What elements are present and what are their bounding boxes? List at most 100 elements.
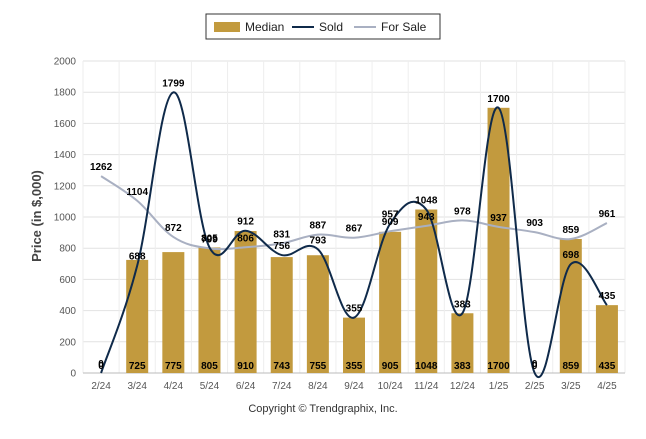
bar-value-label: 905 bbox=[382, 361, 399, 372]
bar-value-label: 435 bbox=[599, 361, 616, 372]
x-tick-label: 2/25 bbox=[525, 381, 545, 392]
sold-value-label: 793 bbox=[310, 235, 327, 246]
sold-value-label: 1700 bbox=[487, 94, 510, 105]
sold-value-label: 0 bbox=[532, 359, 538, 370]
sold-value-label: 435 bbox=[599, 291, 616, 302]
x-tick-label: 4/24 bbox=[164, 381, 184, 392]
sold-value-label: 688 bbox=[129, 252, 146, 263]
for-sale-value-label: 909 bbox=[382, 217, 399, 228]
gridlines bbox=[82, 60, 626, 374]
x-tick-label: 3/24 bbox=[127, 381, 147, 392]
sold-value-label: 355 bbox=[346, 304, 363, 315]
bar-value-label: 910 bbox=[237, 361, 254, 372]
legend: Median Sold For Sale bbox=[205, 13, 441, 40]
for-sale-value-label: 903 bbox=[526, 218, 543, 229]
x-tick-label: 10/24 bbox=[378, 381, 403, 392]
for-sale-value-label: 978 bbox=[454, 206, 471, 217]
median-bar bbox=[198, 247, 221, 373]
bar-value-label: 743 bbox=[273, 361, 290, 372]
y-tick-label: 1600 bbox=[54, 119, 77, 130]
y-tick-label: 800 bbox=[59, 244, 76, 255]
median-bar bbox=[126, 259, 149, 373]
legend-label-median: Median bbox=[245, 20, 284, 34]
legend-swatch-median bbox=[214, 22, 240, 32]
y-tick-label: 400 bbox=[59, 306, 76, 317]
median-bars bbox=[126, 107, 618, 374]
bar-value-label: 725 bbox=[129, 361, 146, 372]
x-axis: 2/24 3/24 4/24 5/24 6/24 7/24 8/24 9/24 10/24 11/… bbox=[91, 381, 617, 392]
for-sale-line bbox=[100, 175, 608, 251]
median-bar bbox=[379, 231, 402, 373]
for-sale-value-label: 872 bbox=[165, 223, 182, 234]
bar-value-label: 0 bbox=[532, 361, 538, 372]
for-sale-value-label: 806 bbox=[237, 233, 254, 244]
bar-value-label: 0 bbox=[98, 361, 104, 372]
x-tick-label: 9/24 bbox=[344, 381, 364, 392]
for-sale-value-label: 1262 bbox=[90, 162, 113, 173]
for-sale-value-label: 867 bbox=[346, 224, 363, 235]
trend-lines bbox=[100, 91, 608, 378]
x-tick-label: 5/24 bbox=[200, 381, 220, 392]
x-tick-label: 3/25 bbox=[561, 381, 581, 392]
median-bar bbox=[270, 257, 293, 373]
for-sale-value-label: 859 bbox=[562, 225, 579, 236]
y-tick-label: 2000 bbox=[54, 57, 77, 68]
y-tick-label: 1800 bbox=[54, 88, 77, 99]
median-bar bbox=[595, 305, 618, 373]
copyright-footer: Copyright © Trendgraphix, Inc. bbox=[248, 403, 398, 415]
x-tick-label: 11/24 bbox=[414, 381, 439, 392]
sold-value-label: 756 bbox=[273, 241, 290, 252]
bar-value-label: 859 bbox=[562, 361, 579, 372]
legend-label-for-sale: For Sale bbox=[381, 20, 427, 34]
x-tick-label: 8/24 bbox=[308, 381, 328, 392]
y-tick-label: 0 bbox=[70, 369, 76, 380]
sold-value-label: 805 bbox=[201, 233, 218, 244]
median-bar bbox=[487, 107, 510, 374]
y-tick-label: 1000 bbox=[54, 213, 77, 224]
bar-value-label: 355 bbox=[346, 361, 363, 372]
y-tick-label: 1200 bbox=[54, 181, 77, 192]
sold-value-label: 698 bbox=[562, 250, 579, 261]
x-tick-label: 2/24 bbox=[91, 381, 111, 392]
sold-value-label: 957 bbox=[382, 210, 399, 221]
y-axis: 0 200 400 600 800 1000 1200 1400 1600 1800 2000 bbox=[54, 57, 77, 380]
y-tick-label: 200 bbox=[59, 337, 76, 348]
median-bar bbox=[162, 252, 185, 373]
median-bar bbox=[559, 238, 582, 373]
for-sale-value-label: 961 bbox=[599, 209, 616, 220]
bar-value-label: 755 bbox=[310, 361, 327, 372]
sold-value-label: 383 bbox=[454, 299, 471, 310]
legend-box bbox=[205, 13, 441, 40]
legend-label-sold: Sold bbox=[319, 20, 343, 34]
for-sale-value-label: 887 bbox=[310, 221, 327, 232]
for-sale-value-label: 943 bbox=[418, 212, 435, 223]
bar-value-labels: 0 725 775 805 910 743 755 355 905 1048 383 1700 0 859… bbox=[98, 361, 615, 372]
line-value-labels: 1262 1104 872 799 806 831 887 867 909 943 978 937 90… bbox=[90, 78, 616, 370]
y-axis-title: Price (in $,000) bbox=[29, 170, 44, 262]
x-tick-label: 1/25 bbox=[489, 381, 509, 392]
x-tick-label: 12/24 bbox=[450, 381, 475, 392]
y-tick-label: 1400 bbox=[54, 150, 77, 161]
median-bar bbox=[306, 255, 329, 373]
median-bar bbox=[234, 231, 257, 373]
sold-line bbox=[100, 91, 608, 378]
bar-value-label: 805 bbox=[201, 361, 218, 372]
bar-value-label: 383 bbox=[454, 361, 471, 372]
for-sale-value-label: 831 bbox=[273, 229, 290, 240]
for-sale-value-label: 1104 bbox=[126, 187, 148, 198]
sold-value-label: 1048 bbox=[415, 196, 438, 207]
median-bar bbox=[451, 313, 474, 373]
median-bar bbox=[415, 209, 438, 373]
sold-value-label: 912 bbox=[237, 217, 254, 228]
bar-value-label: 775 bbox=[165, 361, 182, 372]
sold-value-label: 1799 bbox=[162, 78, 185, 89]
bar-value-label: 1048 bbox=[415, 361, 438, 372]
x-tick-label: 7/24 bbox=[272, 381, 292, 392]
for-sale-value-label: 937 bbox=[490, 213, 507, 224]
median-bar bbox=[343, 317, 365, 373]
bar-value-label: 1700 bbox=[487, 361, 510, 372]
x-tick-label: 6/24 bbox=[236, 381, 256, 392]
x-tick-label: 4/25 bbox=[597, 381, 617, 392]
